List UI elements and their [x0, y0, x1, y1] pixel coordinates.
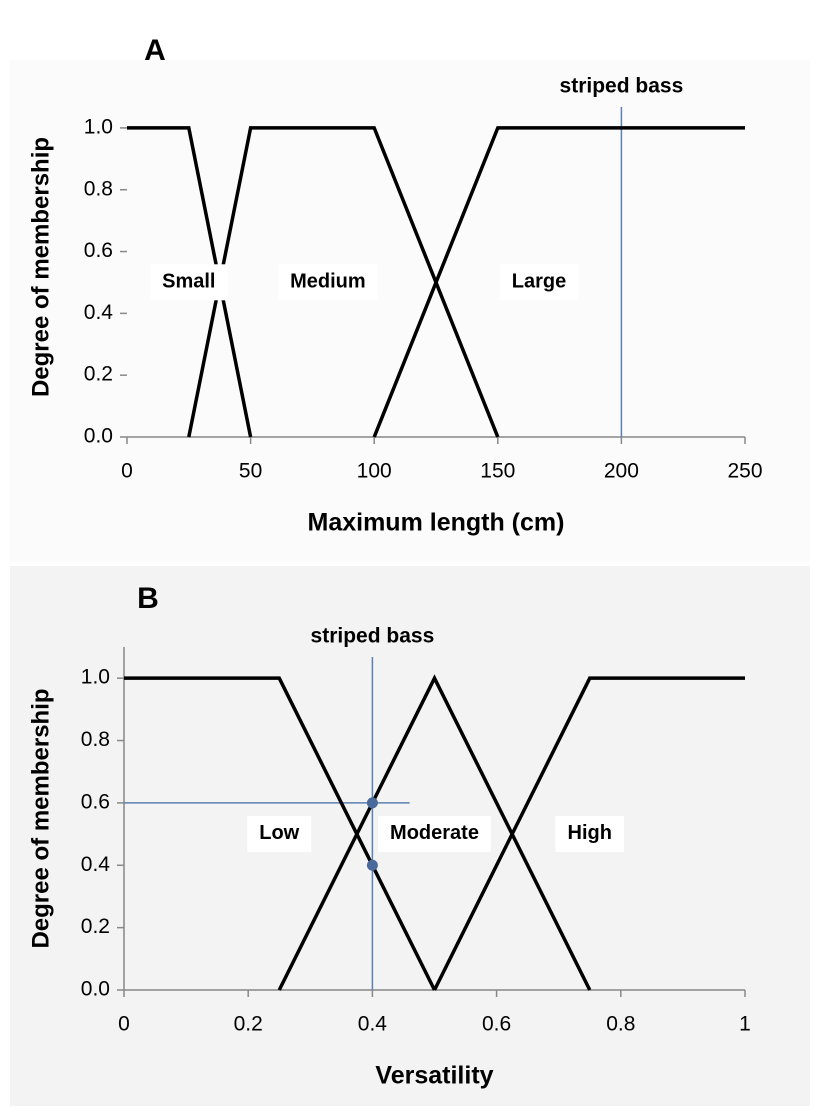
- y-tick-label: 0.4: [81, 853, 111, 876]
- x-axis-title: Versatility: [375, 1062, 493, 1090]
- panel-a-background: [10, 60, 810, 562]
- y-tick-label: 0.0: [81, 978, 110, 1001]
- x-tick-label: 100: [357, 460, 392, 483]
- series-label: Large: [512, 271, 566, 293]
- y-tick-label: 0.6: [81, 790, 110, 813]
- panel-label: A: [144, 34, 166, 67]
- label-background: [150, 264, 228, 301]
- series-label: High: [568, 822, 612, 844]
- membership-line: [372, 126, 745, 438]
- x-tick-label: 1: [739, 1013, 751, 1036]
- series-label: Low: [259, 822, 299, 844]
- label-background: [499, 264, 579, 301]
- label-background: [247, 815, 312, 852]
- membership-line: [277, 674, 592, 991]
- y-tick-label: 0.0: [84, 425, 113, 448]
- y-axis-title: Degree of membership: [27, 688, 54, 948]
- label-background: [278, 264, 378, 301]
- x-tick-label: 0.2: [234, 1013, 263, 1036]
- x-tick-label: 0.8: [606, 1013, 635, 1036]
- y-tick-label: 1.0: [84, 115, 113, 138]
- x-tick-label: 0: [118, 1013, 130, 1036]
- y-tick-label: 0.4: [84, 301, 114, 324]
- membership-line: [432, 676, 745, 991]
- y-tick-label: 0.2: [81, 915, 110, 938]
- x-tick-label: 0.6: [482, 1013, 511, 1036]
- series-label: Small: [162, 271, 215, 293]
- membership-line: [124, 676, 437, 991]
- y-tick-label: 1.0: [81, 666, 110, 689]
- label-background: [378, 815, 491, 852]
- y-tick-label: 0.8: [84, 177, 113, 200]
- label-background: [555, 815, 624, 852]
- x-tick-label: 250: [727, 460, 762, 483]
- point: [366, 859, 378, 871]
- y-tick-label: 0.2: [84, 363, 113, 386]
- x-tick-label: 50: [239, 460, 262, 483]
- x-tick-label: 0.4: [358, 1013, 388, 1036]
- x-axis-title: Maximum length (cm): [308, 509, 565, 537]
- series-label: Moderate: [390, 822, 479, 844]
- y-tick-label: 0.8: [81, 728, 110, 751]
- x-tick-label: 200: [604, 460, 639, 483]
- point: [366, 797, 378, 809]
- series-label: Medium: [290, 271, 366, 293]
- x-tick-label: 0: [121, 460, 133, 483]
- annotation-text: striped bass: [311, 625, 435, 648]
- y-axis-title: Degree of membership: [27, 137, 54, 397]
- y-tick-label: 0.6: [84, 239, 113, 262]
- membership-line: [127, 126, 253, 438]
- x-tick-label: 150: [480, 460, 515, 483]
- panel-label: B: [137, 582, 159, 615]
- annotation-text: striped bass: [560, 75, 684, 98]
